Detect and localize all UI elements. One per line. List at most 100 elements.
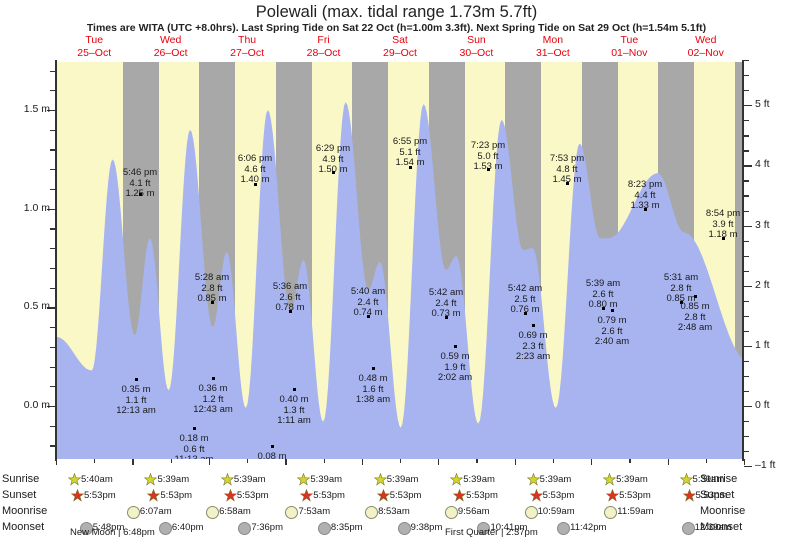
row-label-sunset-right: Sunset: [700, 489, 735, 501]
day-date: 30–Oct: [459, 46, 494, 59]
tide-label-line-2: 2.5 ft: [514, 293, 536, 305]
x-tick-day: [514, 459, 516, 465]
tide-label-line-2: 2.8 ft: [670, 282, 692, 294]
tide-label-lo9: 0.59 m 1.9 ft 2:02 am: [438, 351, 472, 384]
sunrise-time: 5:39am: [692, 474, 725, 485]
y-tick-left-minor: [50, 169, 55, 171]
tide-extreme-marker-h3: [366, 314, 370, 318]
day-date: 31–Oct: [535, 46, 570, 59]
day-of-week: Sat: [392, 34, 408, 46]
y-tick-right-major: [744, 466, 752, 468]
tide-label-line-3: 1.40 m: [240, 174, 270, 185]
y-axis-left: [55, 60, 57, 461]
sunset-time: 5:53pm: [542, 490, 575, 501]
sunrise-time: 5:39am: [233, 474, 266, 485]
tide-label-line-3: 12:13 am: [116, 405, 156, 416]
tide-label-h1: 5:28 am 2.8 ft 0.85 m: [195, 272, 229, 305]
sunset-star-icon: [376, 488, 390, 502]
y-tick-right-minor: [744, 315, 749, 317]
tide-extreme-marker-h2: [288, 309, 292, 313]
day-date: 28–Oct: [306, 46, 341, 59]
y-tick-left-minor: [50, 327, 55, 329]
y-tick-left-major: [47, 406, 55, 408]
tide-label-l7: 8:23 pm 4.4 ft 1.33 m: [628, 179, 662, 212]
tide-label-line-2: 1.3 ft: [283, 404, 305, 416]
day-header-5: Sat 29–Oct: [362, 34, 438, 60]
tide-extreme-marker-l4: [408, 165, 412, 169]
tide-label-line-2: 4.8 ft: [556, 163, 578, 175]
moonrise-disc-icon: [444, 506, 458, 519]
tide-label-line-1: 0.69 m: [518, 330, 548, 341]
moonset-time: 9:38pm: [410, 522, 443, 533]
tide-label-lo7: 0.48 m 1.6 ft 1:38 am: [356, 373, 390, 406]
moonset-disc-icon: [681, 522, 695, 535]
tide-label-line-1: 0.48 m: [358, 373, 388, 384]
sunset-star-icon: [300, 488, 314, 502]
tide-label-line-3: 0.80 m: [588, 299, 618, 310]
moonrise-time: 9:56am: [457, 506, 490, 517]
tide-label-line-1: 5:42 am: [507, 283, 543, 294]
y-tick-left-minor: [50, 445, 55, 447]
y-tick-right-major: [744, 406, 752, 408]
tide-label-line-2: 2.6 ft: [601, 325, 623, 337]
tide-label-line-2: 4.4 ft: [634, 189, 656, 201]
tide-extreme-marker-lo2: [192, 426, 196, 430]
moon-phase-note-1: New Moon | 6:48pm: [70, 527, 155, 538]
tide-label-h3: 5:40 am 2.4 ft 0.74 m: [351, 286, 385, 319]
y-tick-left-minor: [50, 188, 55, 191]
tide-fill-area: [56, 102, 744, 459]
tide-label-line-2: 2.8 ft: [684, 311, 706, 323]
tide-label-lo2: 0.18 m0.6 ft11:13 am: [175, 433, 214, 459]
sunset-star-icon: [529, 488, 543, 502]
row-label-sunrise-left: Sunrise: [2, 473, 40, 485]
tide-label-line-1: 0.18 m: [179, 433, 209, 444]
tide-label-line-2: 2.6 ft: [592, 288, 614, 300]
y-label-right: 1 ft: [755, 338, 770, 351]
row-label-moonset-right: Moonset: [700, 521, 743, 533]
tide-label-lo15: 0.85 m 2.8 ft 2:48 am: [678, 301, 712, 334]
x-tick-midday: [94, 459, 96, 463]
tide-extreme-marker-l8: [721, 236, 725, 240]
day-date: 25–Oct: [77, 46, 112, 59]
y-axis-right: [742, 60, 744, 461]
tide-label-line-1: 0.40 m: [279, 394, 309, 405]
tide-label-l3: 6:29 pm 4.9 ft 1.50 m: [316, 143, 350, 176]
tide-label-h6: 5:39 am 2.6 ft 0.80 m: [586, 278, 620, 311]
sunset-star-icon: [605, 488, 620, 502]
x-tick-day: [56, 459, 58, 465]
tide-label-lo11: 0.69 m 2.3 ft 2:23 am: [516, 330, 550, 363]
tide-label-line-1: 0.35 m: [121, 384, 151, 395]
day-header-9: Wed 02–Nov: [668, 34, 744, 60]
moonset-disc-icon: [158, 522, 172, 535]
y-label-right: 2 ft: [755, 278, 770, 291]
tide-label-lo3: 0.36 m 1.2 ft 12:43 am: [193, 383, 233, 416]
tide-label-line-3: 1.45 m: [552, 174, 582, 185]
sunrise-time: 5:40am: [81, 474, 113, 485]
y-tick-right-minor: [744, 180, 749, 182]
tide-extreme-marker-l7: [643, 207, 647, 211]
tide-label-line-2: 3.9 ft: [712, 218, 734, 230]
tide-label-line-2: 5.1 ft: [399, 146, 421, 158]
x-tick-midday: [170, 459, 172, 463]
tide-label-line-1: 8:54 pm: [705, 208, 741, 219]
tide-extreme-marker-lo13: [610, 308, 614, 312]
moon-phase-note-2: First Quarter | 2:37pm: [445, 527, 538, 538]
y-tick-left-minor: [50, 228, 55, 230]
y-label-right: –1 ft: [755, 459, 776, 472]
tide-label-lo13: 0.79 m 2.6 ft 2:40 am: [595, 315, 629, 348]
day-header-3: Thu 27–Oct: [209, 34, 285, 60]
tide-extreme-marker-h4: [444, 315, 448, 319]
tide-label-h4: 5:42 am 2.4 ft 0.73 m: [429, 287, 463, 320]
day-header-8: Tue 01–Nov: [591, 34, 667, 60]
tide-extreme-marker-lo15: [693, 294, 697, 298]
tide-label-line-2: 5.0 ft: [477, 150, 499, 162]
y-tick-left-minor: [50, 287, 55, 289]
sunset-time: 5:53pm: [83, 490, 116, 501]
y-tick-left-minor: [50, 366, 55, 368]
x-tick-day: [361, 459, 363, 465]
tide-label-line-3: 1.50 m: [318, 164, 348, 175]
tide-extreme-marker-l1: [138, 192, 142, 196]
moonrise-time: 6:58am: [219, 506, 251, 517]
page-subtitle: Times are WITA (UTC +8.0hrs). Last Sprin…: [86, 22, 707, 34]
tide-label-line-1: 7:23 pm: [470, 140, 506, 151]
